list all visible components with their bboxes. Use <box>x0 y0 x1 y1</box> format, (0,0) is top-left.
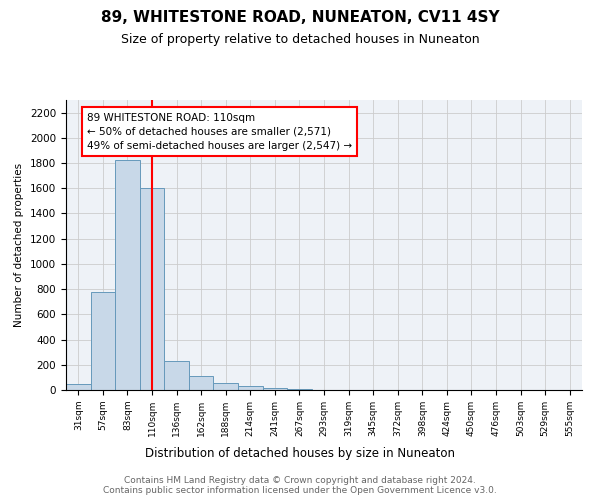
Text: Size of property relative to detached houses in Nuneaton: Size of property relative to detached ho… <box>121 32 479 46</box>
Bar <box>189 376 214 390</box>
Text: Contains HM Land Registry data © Crown copyright and database right 2024.
Contai: Contains HM Land Registry data © Crown c… <box>103 476 497 495</box>
Text: 89 WHITESTONE ROAD: 110sqm
← 50% of detached houses are smaller (2,571)
49% of s: 89 WHITESTONE ROAD: 110sqm ← 50% of deta… <box>87 112 352 150</box>
Y-axis label: Number of detached properties: Number of detached properties <box>14 163 25 327</box>
Bar <box>140 188 164 390</box>
Text: 89, WHITESTONE ROAD, NUNEATON, CV11 4SY: 89, WHITESTONE ROAD, NUNEATON, CV11 4SY <box>101 10 499 25</box>
Bar <box>214 383 238 390</box>
Bar <box>115 160 140 390</box>
Bar <box>263 388 287 390</box>
Bar <box>66 384 91 390</box>
Bar <box>238 386 263 390</box>
Text: Distribution of detached houses by size in Nuneaton: Distribution of detached houses by size … <box>145 448 455 460</box>
Bar <box>91 292 115 390</box>
Bar <box>164 361 189 390</box>
